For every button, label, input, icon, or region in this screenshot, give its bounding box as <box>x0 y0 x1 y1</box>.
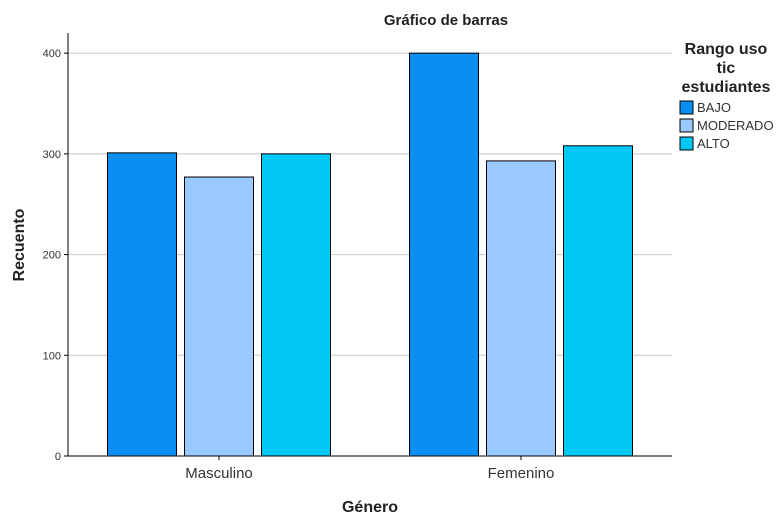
chart-title: Gráfico de barras <box>384 12 508 29</box>
bar-bajo-femenino <box>409 52 479 457</box>
x-axis-title: Género <box>342 499 398 514</box>
legend-swatch-moderado <box>679 118 694 133</box>
y-axis-title: Recuento <box>11 208 28 281</box>
legend-swatch-bajo <box>679 100 694 115</box>
y-tick-label: 400 <box>43 48 61 60</box>
y-tick-label: 200 <box>43 250 61 262</box>
legend-title: estudiantes <box>682 79 771 96</box>
x-tick-label: Femenino <box>488 465 555 482</box>
bar-alto-femenino <box>563 145 633 457</box>
bar-moderado-femenino <box>486 160 556 457</box>
legend-title: Rango uso <box>685 41 768 58</box>
legend-label-moderado: MODERADO <box>697 118 774 133</box>
bar-moderado-masculino <box>184 176 254 457</box>
y-tick-label: 0 <box>55 451 61 463</box>
legend-label-bajo: BAJO <box>697 100 731 115</box>
legend-swatch-alto <box>679 136 694 151</box>
x-tick-label: Masculino <box>185 465 253 482</box>
bar-bajo-masculino <box>107 152 177 457</box>
bar-alto-masculino <box>261 153 331 457</box>
y-tick-label: 300 <box>43 149 61 161</box>
y-tick-label: 100 <box>43 350 61 362</box>
legend-title: tic <box>717 60 736 77</box>
legend-label-alto: ALTO <box>697 136 730 151</box>
y-ticks: 0 100 200 300 400 <box>43 48 68 463</box>
bars <box>107 52 633 457</box>
x-ticks: Masculino Femenino <box>185 456 554 482</box>
legend: Rango uso tic estudiantes BAJO MODERADO ALTO <box>679 41 774 151</box>
